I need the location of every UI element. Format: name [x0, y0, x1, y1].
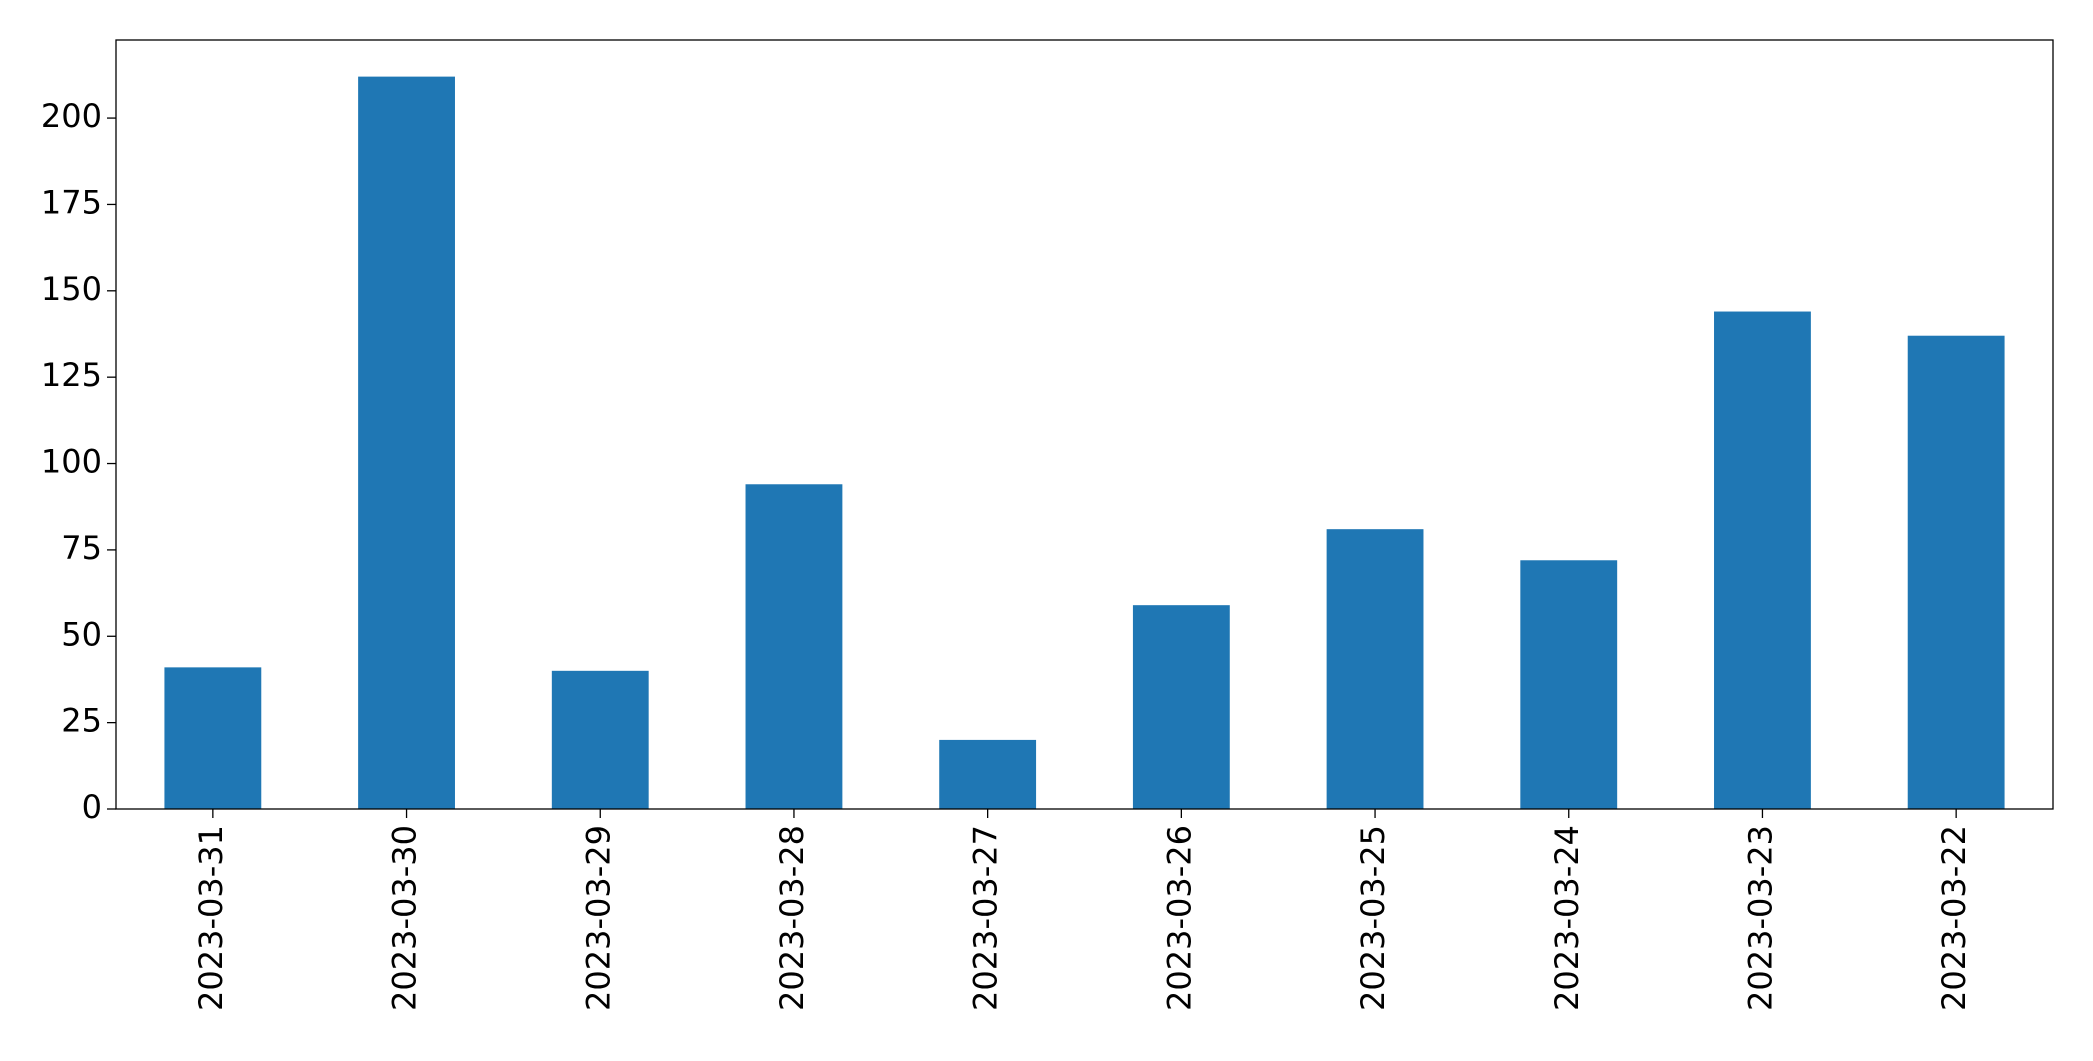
y-tick-label: 25: [61, 702, 102, 740]
y-tick-label: 125: [41, 356, 102, 394]
y-tick-label: 75: [61, 529, 102, 567]
x-tick-label: 2023-03-31: [192, 825, 230, 1011]
bar: [358, 76, 455, 810]
bar: [1132, 605, 1230, 809]
x-tick-label: 2023-03-25: [1354, 825, 1392, 1011]
y-tick-label: 100: [41, 443, 102, 481]
x-tick-label: 2023-03-22: [1935, 825, 1973, 1011]
x-tick-label: 2023-03-26: [1160, 825, 1198, 1011]
x-tick-label: 2023-03-23: [1741, 825, 1779, 1011]
y-tick-label: 175: [41, 183, 102, 221]
bar: [939, 739, 1037, 809]
x-tick-label: 2023-03-30: [386, 825, 424, 1011]
x-tick-label: 2023-03-24: [1548, 825, 1586, 1011]
bar: [551, 670, 649, 809]
bar: [1326, 529, 1424, 809]
plot-frame: [115, 39, 2054, 810]
x-tick-label: 2023-03-27: [967, 825, 1005, 1011]
y-tick-label: 150: [41, 270, 102, 308]
x-tick-label: 2023-03-28: [773, 825, 811, 1011]
bar: [1520, 560, 1618, 809]
bar: [745, 484, 843, 809]
bar: [164, 667, 262, 809]
bar: [1907, 335, 2005, 809]
x-tick-label: 2023-03-29: [579, 825, 617, 1011]
bar: [1714, 311, 1811, 809]
y-tick-label: 50: [61, 615, 102, 653]
y-tick-label: 200: [41, 97, 102, 135]
y-tick-label: 0: [82, 788, 102, 826]
